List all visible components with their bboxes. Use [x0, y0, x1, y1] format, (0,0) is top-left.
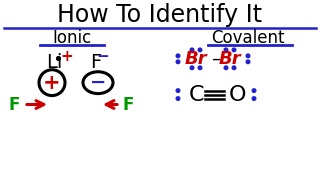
- Text: +: +: [60, 49, 73, 64]
- Circle shape: [198, 66, 202, 69]
- Text: –: –: [212, 50, 220, 68]
- Text: C: C: [188, 85, 204, 105]
- Text: O: O: [229, 85, 247, 105]
- Text: F: F: [122, 96, 134, 114]
- Text: Covalent: Covalent: [211, 29, 285, 47]
- Circle shape: [224, 66, 228, 69]
- Circle shape: [246, 54, 250, 58]
- Text: Li: Li: [46, 53, 62, 72]
- Circle shape: [176, 60, 180, 64]
- Circle shape: [176, 97, 180, 100]
- Circle shape: [232, 66, 236, 69]
- Text: Br: Br: [219, 50, 241, 68]
- Text: F: F: [8, 96, 20, 114]
- Text: −: −: [90, 73, 106, 92]
- Circle shape: [190, 66, 194, 69]
- Circle shape: [176, 89, 180, 92]
- Text: F: F: [90, 53, 101, 72]
- Text: +: +: [43, 73, 61, 93]
- Text: −: −: [97, 49, 109, 64]
- Circle shape: [224, 48, 228, 52]
- Text: How To Identify It: How To Identify It: [57, 3, 263, 27]
- Circle shape: [232, 48, 236, 52]
- Circle shape: [246, 60, 250, 64]
- Text: Ionic: Ionic: [52, 29, 92, 47]
- Circle shape: [176, 54, 180, 58]
- Text: Br: Br: [185, 50, 207, 68]
- Circle shape: [190, 48, 194, 52]
- Circle shape: [252, 97, 256, 100]
- Circle shape: [252, 89, 256, 92]
- Circle shape: [198, 48, 202, 52]
